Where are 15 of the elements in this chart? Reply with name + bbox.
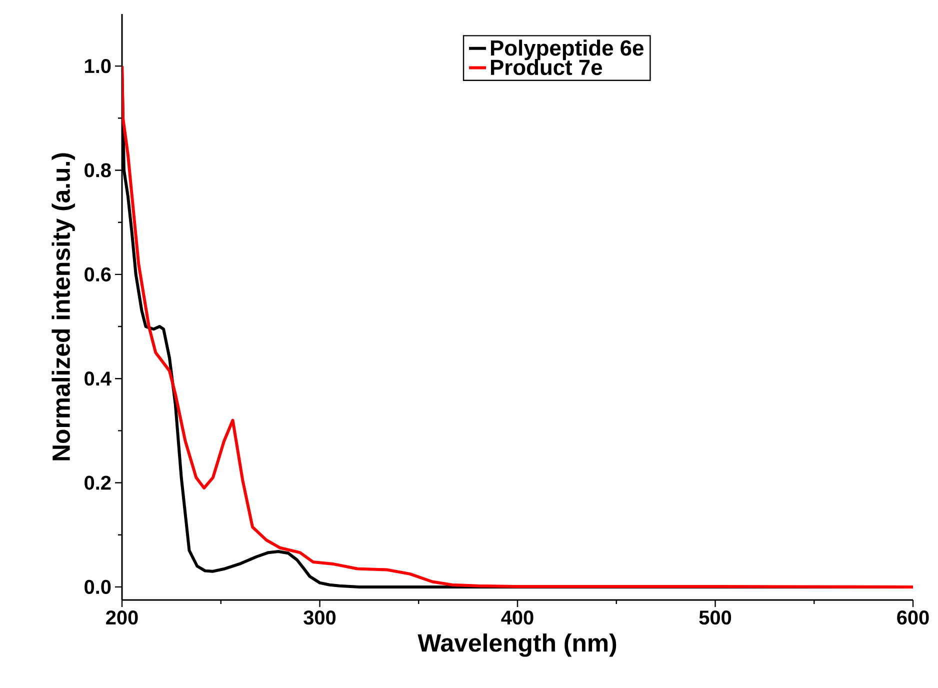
y-tick-label: 1.0 (85, 59, 111, 74)
x-tick-label: 200 (106, 610, 138, 625)
y-tick-label: 0.4 (84, 372, 112, 386)
x-tick-label: 600 (897, 610, 929, 625)
x-tick-label: 300 (304, 610, 336, 625)
x-tick-label: 400 (501, 610, 534, 625)
legend-label: Polypeptide 6e (491, 40, 644, 60)
y-tick-label: 0.6 (84, 267, 111, 282)
legend-label: Product 7e (491, 59, 602, 76)
y-tick-label: 0.2 (84, 476, 111, 490)
y-axis-title: Normalized intensity (a.u.) (52, 153, 75, 460)
x-axis-title: Wavelength (nm) (418, 633, 616, 657)
y-tick-label: 0.8 (84, 163, 111, 178)
y-tick-label: 0.0 (84, 580, 111, 594)
x-tick-label: 500 (699, 610, 732, 625)
